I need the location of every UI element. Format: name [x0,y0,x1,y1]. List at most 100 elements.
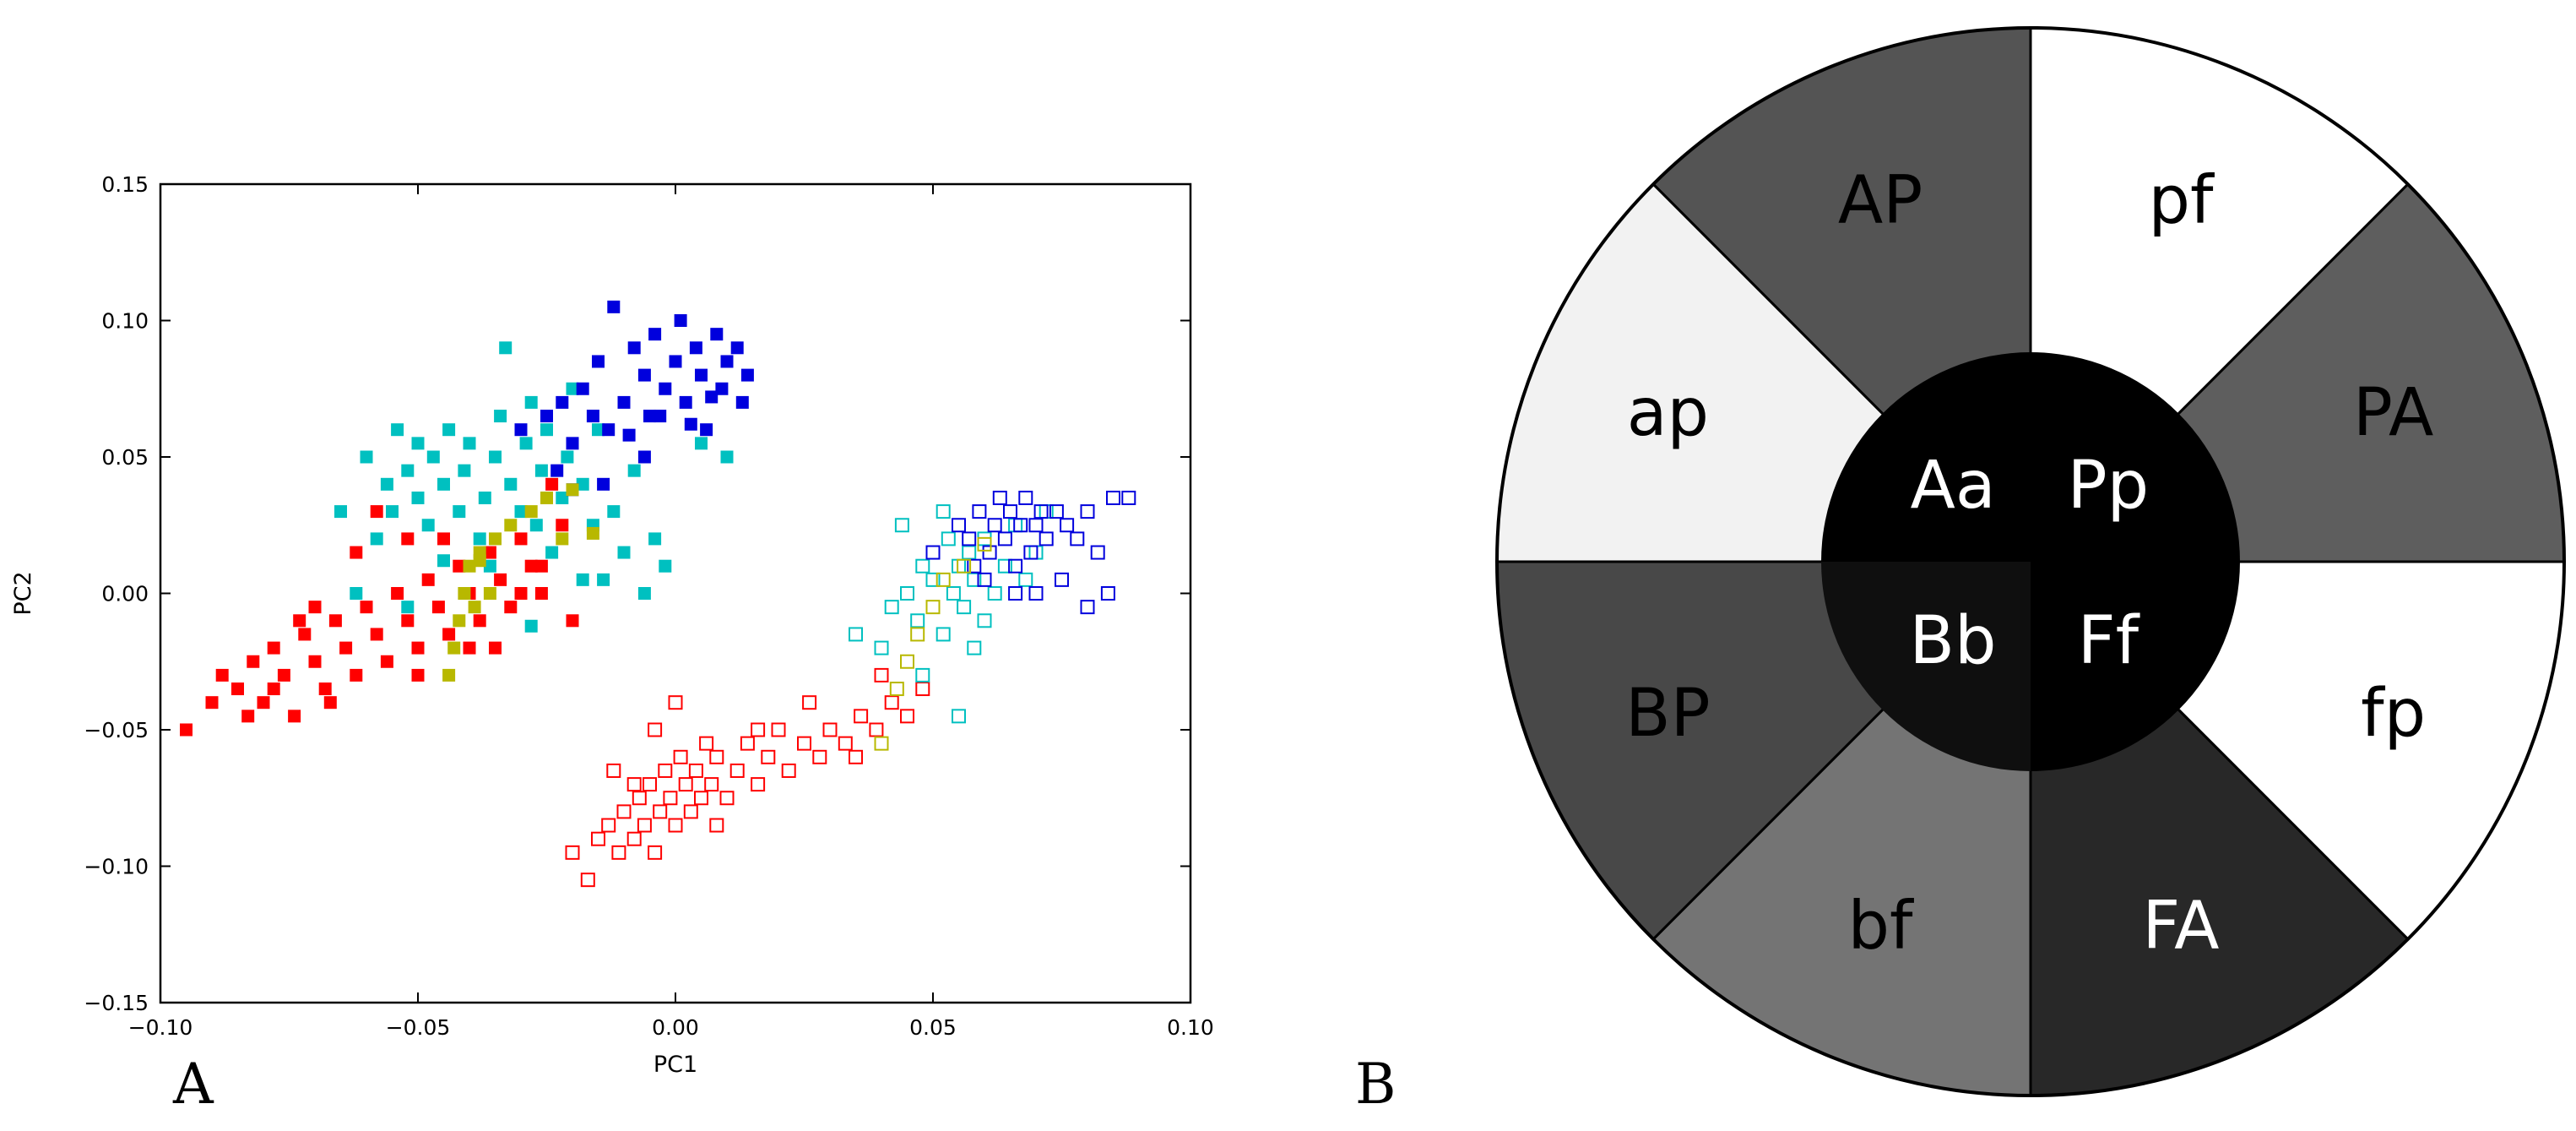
data-point-s7-0 [874,736,889,751]
data-point-s6-18 [1070,531,1085,546]
data-point-s0-6 [267,641,280,655]
data-point-s6-25 [1055,572,1069,587]
data-point-s0-45 [463,641,476,655]
data-point-s1-16 [478,491,491,504]
data-point-s0-36 [370,505,383,519]
data-point-s6-22 [1121,490,1136,505]
data-point-s4-9 [643,777,657,792]
outer-ring-border [1495,26,2566,1097]
data-point-s2-23 [730,341,744,355]
data-point-s2-31 [597,477,610,491]
data-point-s4-41 [668,695,683,710]
x-tick-label: 0.05 [909,1015,957,1040]
data-point-s4-24 [729,763,745,778]
data-point-s6-6 [992,490,1007,505]
data-point-s1-15 [473,532,486,546]
data-point-s4-13 [663,791,678,806]
data-point-s3-4 [463,559,476,573]
data-point-s4-25 [740,736,755,751]
data-point-s1-2 [380,477,393,491]
panel-label-b: B [1355,1052,1396,1117]
data-point-s1-38 [637,587,651,600]
data-point-s2-29 [684,417,697,431]
data-point-s4-3 [601,818,616,833]
data-point-s5-24 [894,518,909,533]
data-point-s6-29 [1028,586,1044,601]
data-point-s1-26 [540,423,553,437]
data-point-s0-33 [545,477,559,491]
data-point-s3-11 [540,491,553,504]
data-point-s4-8 [637,818,652,833]
data-point-s2-5 [592,355,605,368]
data-point-s5-4 [910,613,925,628]
data-point-s5-22 [915,667,930,682]
data-point-s4-46 [626,777,642,792]
data-point-s6-8 [1003,504,1017,519]
data-point-s0-7 [277,668,290,682]
y-axis-label: PC2 [10,571,36,615]
data-point-s3-10 [524,505,538,519]
data-point-s1-6 [411,491,425,504]
data-point-s3-8 [489,532,502,546]
data-point-s4-2 [591,831,605,846]
y-tick-label: −0.15 [84,991,149,1015]
data-point-s0-3 [231,682,244,696]
data-point-s2-0 [514,423,528,437]
data-point-s5-13 [967,572,982,587]
data-point-s7-6 [957,558,972,574]
data-point-s2-18 [695,368,708,382]
data-point-s5-15 [987,586,1002,601]
data-point-s0-42 [323,696,337,710]
data-point-s6-17 [1060,518,1075,533]
data-point-s5-23 [952,709,966,724]
plot-frame [159,182,1192,1004]
data-point-s0-47 [534,559,548,573]
data-point-s6-14 [1033,504,1049,519]
outer-sector-label: FA [2142,889,2219,965]
data-point-s2-34 [637,450,651,464]
data-point-s7-3 [910,627,925,642]
data-point-s3-3 [458,587,471,600]
data-point-s1-22 [519,437,533,450]
data-point-s3-1 [447,641,461,655]
inner-quadrant-Bb [1821,562,2031,771]
data-point-s5-21 [967,640,982,655]
data-point-s1-8 [421,519,435,532]
data-point-s3-2 [453,614,466,628]
data-point-s0-2 [215,668,229,682]
outer-sector-label: fp [2361,676,2426,752]
data-point-s1-28 [556,491,569,504]
data-point-s0-13 [339,641,353,655]
x-tick-label: −0.05 [386,1015,451,1040]
data-point-s1-33 [592,423,605,437]
data-point-s1-40 [659,559,672,573]
data-point-s0-20 [411,641,425,655]
data-point-s4-43 [849,749,863,764]
data-point-s4-10 [648,845,663,860]
x-axis-label: PC1 [653,1052,697,1078]
data-point-s1-41 [695,437,708,450]
outer-sectors [1495,26,2566,1097]
outer-sector-label: BP [1625,676,1711,752]
data-point-s3-13 [586,526,599,540]
data-point-s4-33 [838,736,853,751]
data-point-s4-34 [854,709,869,724]
data-point-s1-46 [437,554,450,568]
data-point-s7-1 [889,682,904,697]
data-point-s2-20 [710,328,724,341]
data-point-s1-14 [463,437,476,450]
x-tick-label: −0.10 [128,1015,193,1040]
inner-quadrant-label: Pp [2068,448,2150,524]
data-point-s5-8 [941,531,956,546]
data-point-s2-2 [556,395,569,409]
data-point-s6-9 [1008,558,1023,574]
data-point-s4-27 [761,749,776,764]
y-tick-label: −0.05 [84,718,149,742]
data-point-s4-5 [616,804,632,819]
data-point-s5-3 [900,586,914,601]
inner-quadrant-label: Aa [1910,448,1995,524]
data-point-s0-44 [437,532,450,546]
data-point-s3-14 [556,532,569,546]
data-point-s5-20 [935,504,951,519]
data-point-s0-40 [267,682,280,696]
